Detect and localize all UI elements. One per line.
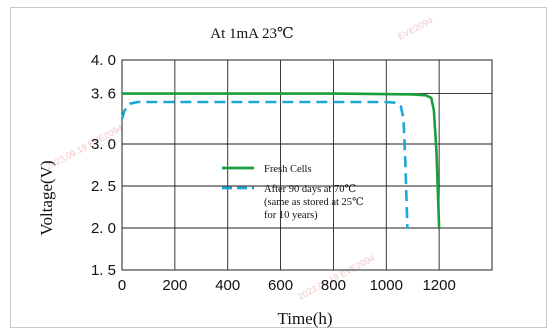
x-tick-label: 1200 [422,277,455,294]
x-tick-label: 800 [321,277,346,294]
chart-title: At 1mA 23℃ [210,26,293,42]
watermark-text: EVE2094 [396,15,434,42]
y-tick-label: 3. 0 [91,136,116,153]
series-line-2 [120,100,409,229]
chart-frame [10,7,547,328]
plot-area [121,59,493,271]
series-line-1 [122,92,441,229]
y-tick-label: 2. 5 [91,178,116,195]
series-layer [120,92,441,229]
y-tick-label: 2. 0 [91,220,116,237]
x-tick-label: 400 [215,277,240,294]
x-tick-label: 1000 [370,277,403,294]
y-axis-title: Voltage(V) [37,160,56,235]
legend-label: for 10 years) [264,210,318,221]
legend: Fresh Cells After 90 days at 70℃ (same as … [222,164,364,221]
y-tick-label: 4. 0 [91,52,116,69]
x-tick-label: 0 [118,277,126,294]
legend-label: After 90 days at 70℃ [264,184,356,195]
x-tick-label: 600 [268,277,293,294]
legend-label: Fresh Cells [264,164,312,175]
x-axis-title: Time(h) [277,309,332,328]
y-tick-label: 1. 5 [91,262,116,279]
x-tick-label: 200 [162,277,187,294]
y-tick-label: 3. 6 [91,86,116,103]
legend-label: (same as stored at 25℃ [264,197,364,208]
axis-layer: 0 200 400 600 800 1000 1200 4. 0 3. 6 3. 0 2. 5 2. … [91,52,456,294]
